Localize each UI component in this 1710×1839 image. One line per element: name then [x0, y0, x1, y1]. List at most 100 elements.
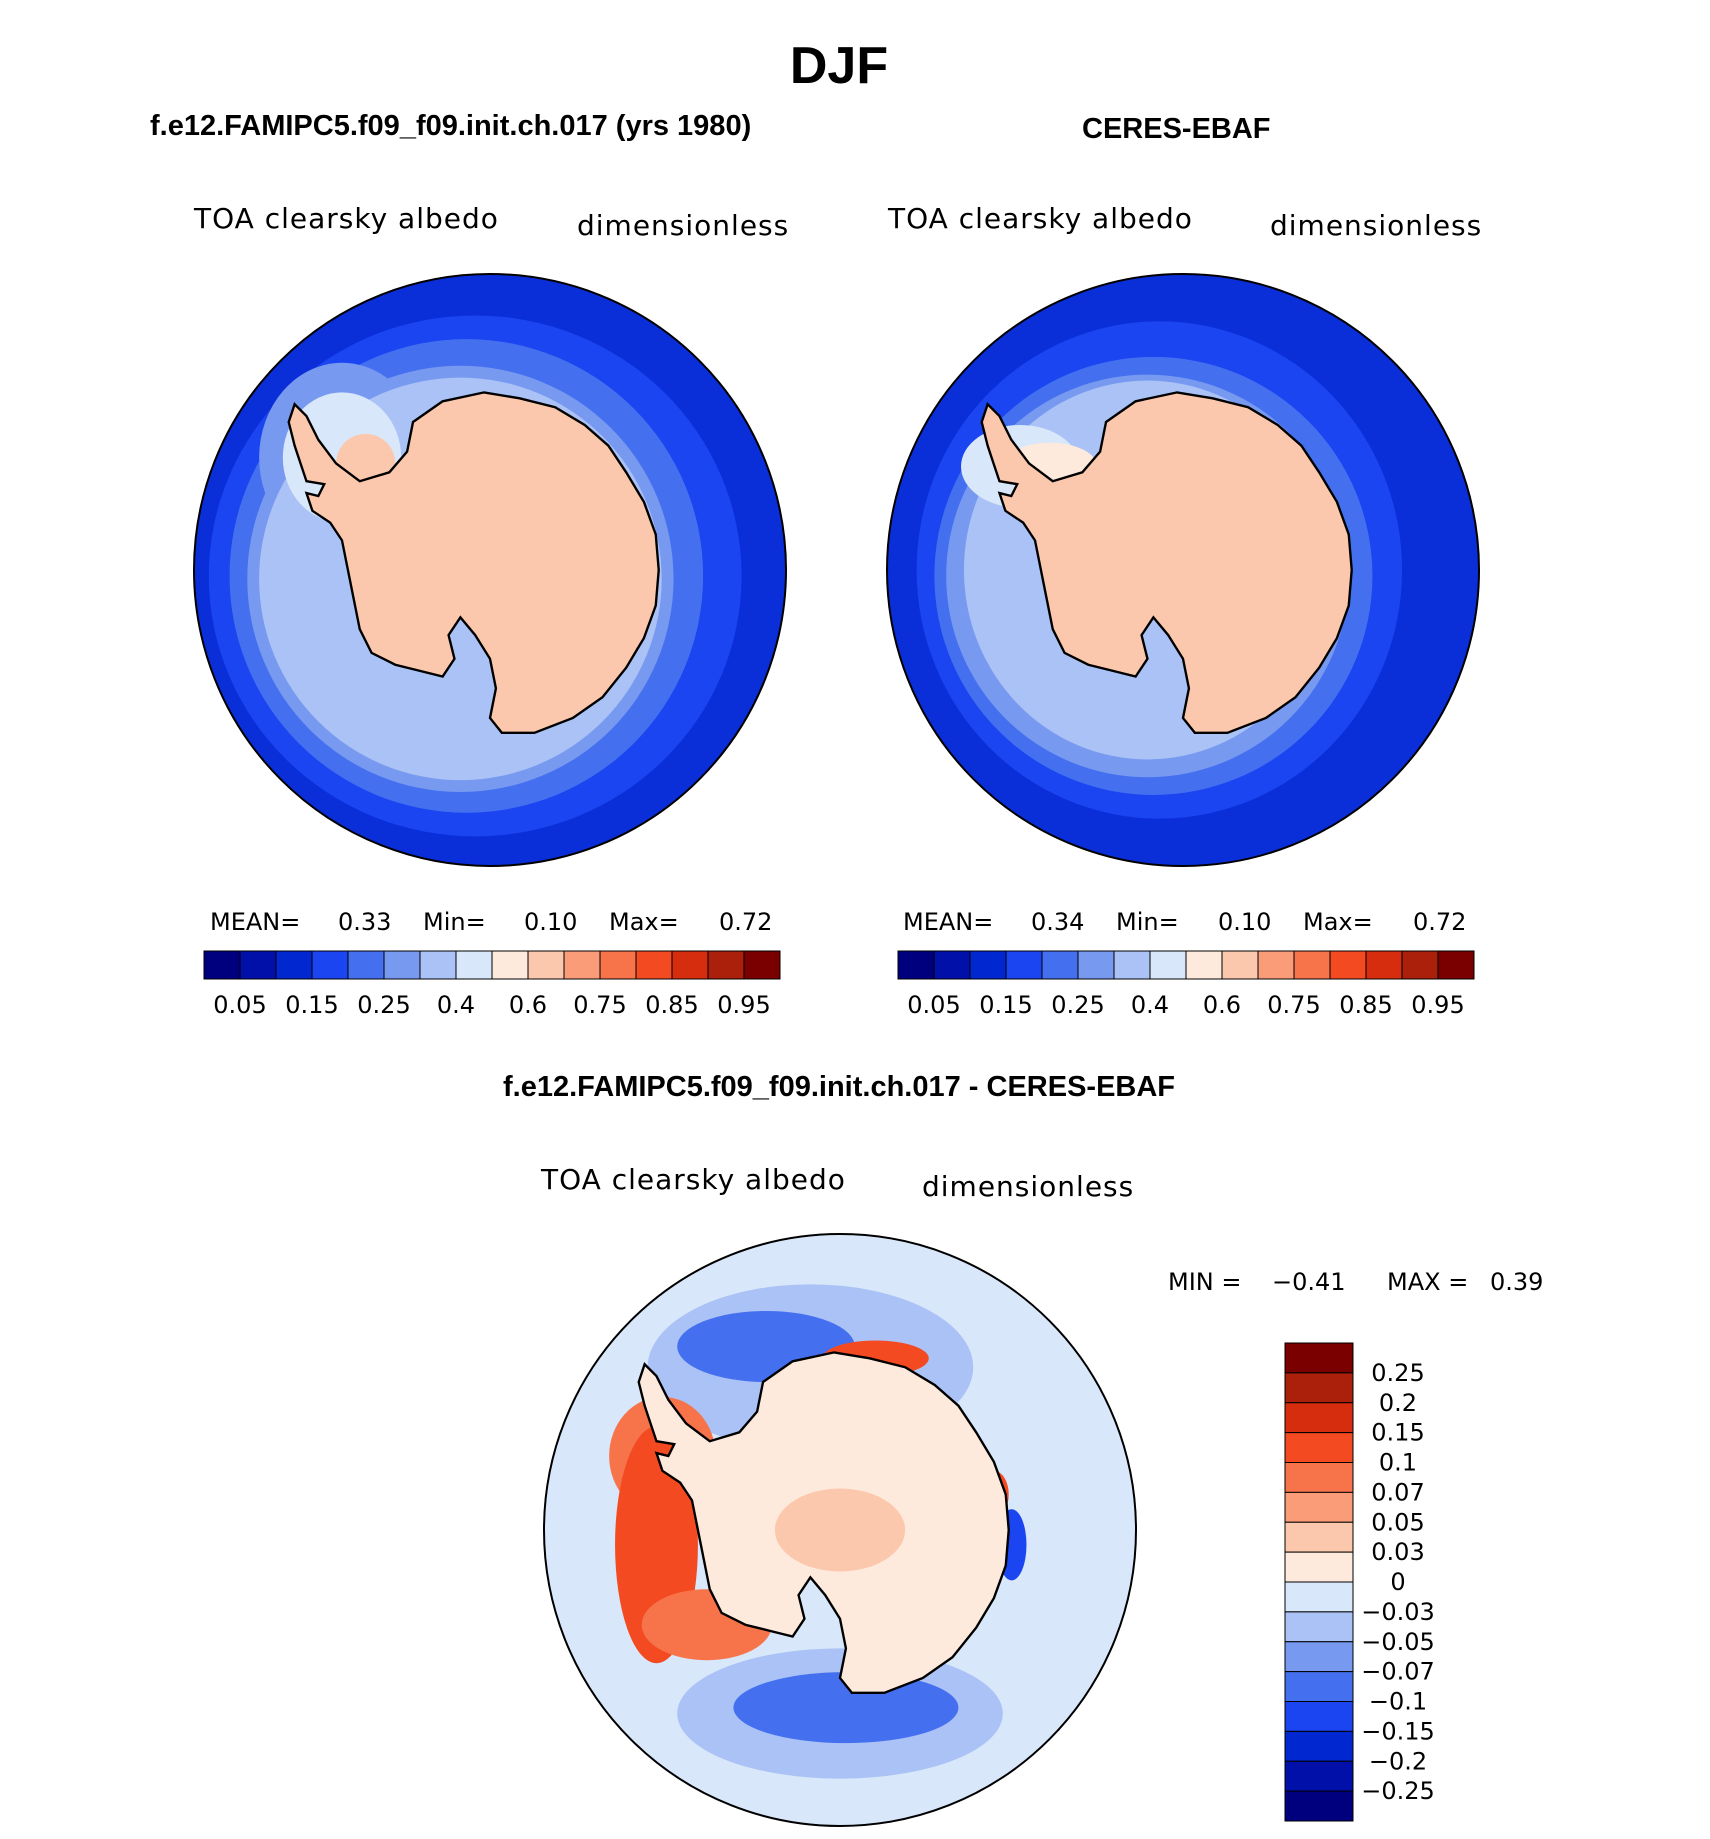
colorbar-tick-label: 0.4: [1131, 991, 1169, 1019]
colorbar-box: [1284, 1581, 1354, 1613]
colorbar-ceres: 0.05 0.15 0.25 0.4 0.6 0.75 0.85 0.95: [897, 950, 1475, 1019]
colorbar-box: [1284, 1760, 1354, 1792]
colorbar-box: [1284, 1551, 1354, 1583]
colorbar-tick-label: 0.05: [1371, 1508, 1424, 1536]
colorbar-difference: 0.250.20.150.10.070.050.030−0.03−0.05−0.…: [1284, 1342, 1435, 1822]
colorbar-box: [707, 950, 745, 980]
units-label: dimensionless: [577, 209, 790, 242]
colorbar-tick-label: 0.75: [573, 991, 626, 1019]
colorbar-box: [1284, 1491, 1354, 1523]
colorbar-box: [203, 950, 241, 980]
colorbar-tick-label: −0.15: [1361, 1717, 1435, 1745]
colorbar-tick-label: −0.1: [1369, 1688, 1427, 1716]
max-value: 0.72: [1413, 908, 1467, 936]
colorbar-tick-label: 0.07: [1371, 1478, 1424, 1506]
colorbar-box: [419, 950, 457, 980]
colorbar-box: [1365, 950, 1403, 980]
colorbar-tick-label: 0.2: [1379, 1389, 1417, 1417]
variable-label: TOA clearsky albedo: [888, 202, 1193, 235]
colorbar-box: [1284, 1521, 1354, 1553]
colorbar-box: [239, 950, 277, 980]
colorbar-box: [743, 950, 781, 980]
mean-label: MEAN=: [903, 908, 994, 936]
colorbar-tick-label: 0.6: [1203, 991, 1241, 1019]
colorbar-tick-label: 0.15: [285, 991, 338, 1019]
colorbar-tick-label: 0.25: [1371, 1359, 1424, 1387]
min-label: Min=: [1116, 908, 1179, 936]
colorbar-model: 0.05 0.15 0.25 0.4 0.6 0.75 0.85 0.95: [203, 950, 781, 1019]
map-difference: [543, 1233, 1137, 1827]
colorbar-box: [1284, 1462, 1354, 1493]
colorbar-box: [527, 950, 565, 980]
variable-label: TOA clearsky albedo: [541, 1163, 846, 1196]
colorbar-tick-label: 0.85: [645, 991, 698, 1019]
map-ceres: [886, 273, 1480, 867]
colorbar-box: [563, 950, 601, 980]
max-label: Max=: [1303, 908, 1373, 936]
colorbar-box: [897, 950, 935, 980]
panel-title-obs: CERES-EBAF: [1082, 113, 1271, 145]
min-value: 0.10: [1218, 908, 1272, 936]
colorbar-box: [599, 950, 637, 980]
max-value: 0.72: [719, 908, 773, 936]
colorbar-tick-label: 0.85: [1339, 991, 1392, 1019]
max-label: MAX =: [1387, 1268, 1469, 1296]
colorbar-box: [1005, 950, 1043, 980]
max-label: Max=: [609, 908, 679, 936]
colorbar-box: [1284, 1402, 1354, 1434]
colorbar-box: [1284, 1432, 1354, 1463]
min-label: MIN =: [1168, 1268, 1242, 1296]
colorbar-box: [1293, 950, 1331, 980]
colorbar-tick-label: 0.6: [509, 991, 547, 1019]
colorbar-box: [635, 950, 673, 980]
map-model: [193, 273, 787, 867]
colorbar-tick-label: −0.2: [1369, 1747, 1427, 1775]
colorbar-box: [1284, 1730, 1354, 1762]
mean-value: 0.34: [1031, 908, 1085, 936]
panel-title-difference: f.e12.FAMIPC5.f09_f09.init.ch.017 - CERE…: [502, 1071, 1176, 1103]
max-value: 0.39: [1490, 1268, 1544, 1296]
colorbar-box: [491, 950, 529, 980]
colorbar-box: [1329, 950, 1367, 980]
colorbar-box: [1284, 1611, 1354, 1643]
colorbar-tick-label: 0.05: [907, 991, 960, 1019]
colorbar-box: [311, 950, 349, 980]
colorbar-box: [969, 950, 1007, 980]
figure-title: DJF: [789, 37, 889, 95]
colorbar-box: [347, 950, 385, 980]
colorbar-tick-label: −0.25: [1361, 1777, 1435, 1805]
colorbar-box: [1284, 1790, 1354, 1822]
colorbar-tick-label: 0.15: [979, 991, 1032, 1019]
units-label: dimensionless: [922, 1170, 1135, 1203]
colorbar-box: [1284, 1701, 1354, 1732]
colorbar-tick-label: 0.1: [1379, 1449, 1417, 1477]
colorbar-box: [1284, 1342, 1354, 1374]
colorbar-tick-label: 0: [1390, 1568, 1405, 1596]
units-label: dimensionless: [1270, 209, 1483, 242]
colorbar-tick-label: −0.03: [1361, 1598, 1435, 1626]
colorbar-tick-label: 0.05: [213, 991, 266, 1019]
variable-label: TOA clearsky albedo: [194, 202, 499, 235]
colorbar-tick-label: 0.95: [1411, 991, 1464, 1019]
colorbar-tick-label: 0.03: [1371, 1538, 1424, 1566]
colorbar-box: [1401, 950, 1439, 980]
colorbar-box: [1437, 950, 1475, 980]
min-value: 0.10: [524, 908, 578, 936]
colorbar-tick-label: 0.95: [717, 991, 770, 1019]
panel-title-model: f.e12.FAMIPC5.f09_f09.init.ch.017 (yrs 1…: [150, 110, 752, 142]
colorbar-tick-label: 0.75: [1267, 991, 1320, 1019]
colorbar-box: [1284, 1641, 1354, 1673]
min-value: −0.41: [1272, 1268, 1346, 1296]
colorbar-box: [1284, 1671, 1354, 1702]
colorbar-box: [1077, 950, 1115, 980]
min-label: Min=: [423, 908, 486, 936]
colorbar-box: [275, 950, 313, 980]
colorbar-box: [455, 950, 493, 980]
colorbar-tick-label: 0.15: [1371, 1419, 1424, 1447]
colorbar-box: [933, 950, 971, 980]
colorbar-box: [671, 950, 709, 980]
mean-label: MEAN=: [210, 908, 301, 936]
mean-value: 0.33: [338, 908, 392, 936]
colorbar-box: [1221, 950, 1259, 980]
